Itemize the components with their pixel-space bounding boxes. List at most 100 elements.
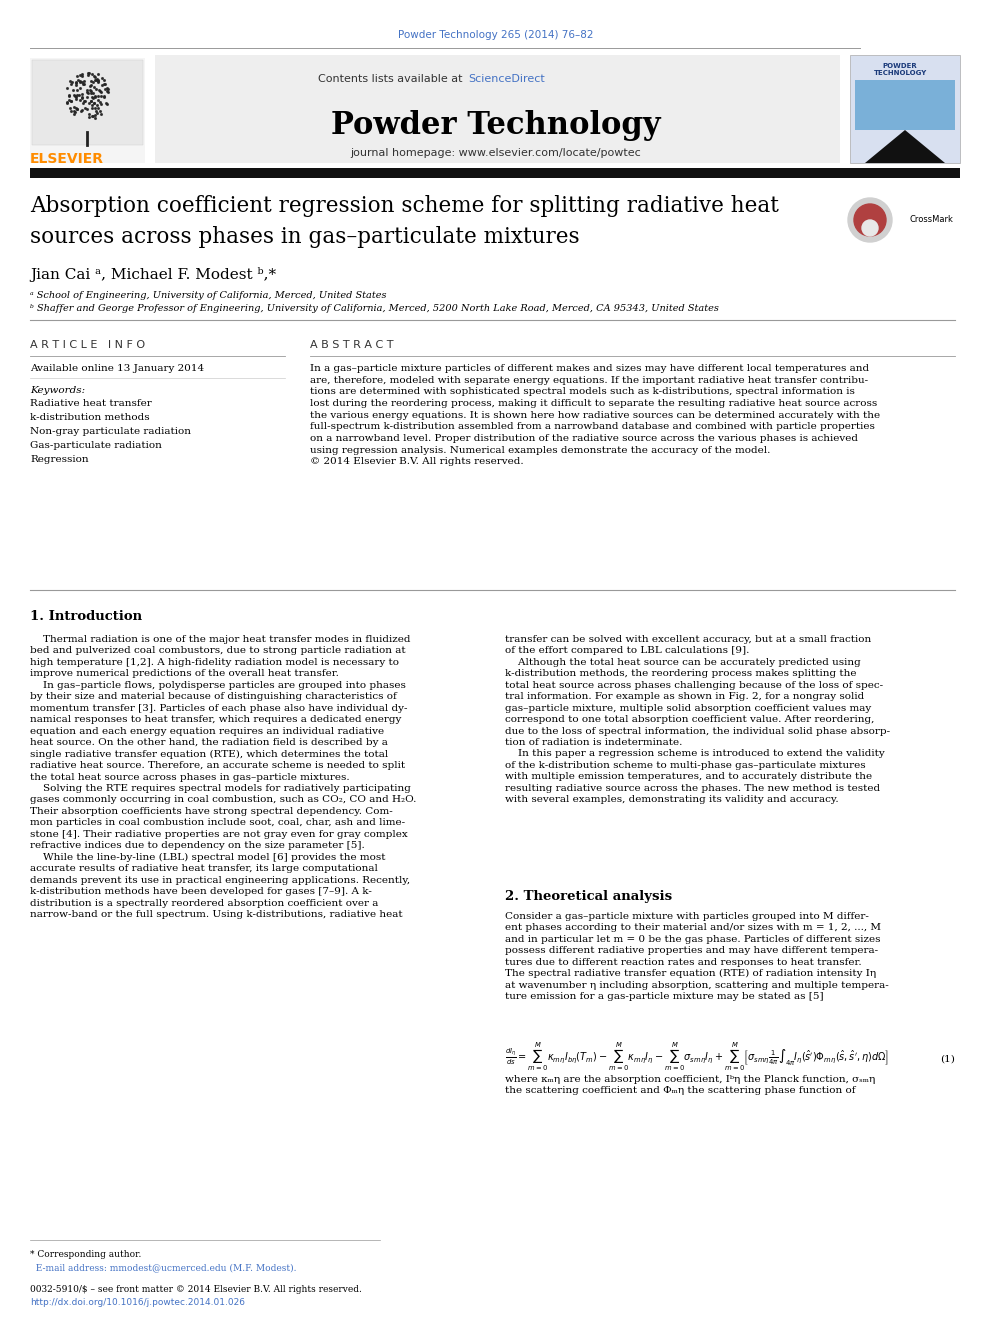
Point [86,93,102,114]
Point [76,70,92,91]
Text: * Corresponding author.: * Corresponding author. [30,1250,142,1259]
Point [82,79,98,101]
Point [69,69,85,90]
Point [74,83,90,105]
Point [89,69,105,90]
Text: ScienceDirect: ScienceDirect [468,74,545,83]
Point [64,79,80,101]
Text: 1. Introduction: 1. Introduction [30,610,142,623]
Bar [30,168,960,179]
Point [96,74,112,95]
Point [88,79,104,101]
Point [68,98,84,119]
Point [68,73,84,94]
Point [65,103,81,124]
Text: Consider a gas–particle mixture with particles grouped into M differ-
ent phases: Consider a gas–particle mixture with par… [505,912,889,1002]
Text: 0032-5910/$ – see front matter © 2014 Elsevier B.V. All rights reserved.: 0032-5910/$ – see front matter © 2014 El… [30,1285,362,1294]
Point [87,69,103,90]
Point [72,71,88,93]
Text: 2. Theoretical analysis: 2. Theoretical analysis [505,890,673,904]
Point [81,93,97,114]
Point [87,87,103,108]
Point [89,90,105,111]
Point [77,98,93,119]
Text: CrossMark: CrossMark [910,216,954,224]
Point [68,87,84,108]
Text: A R T I C L E   I N F O: A R T I C L E I N F O [30,340,145,351]
Point [66,97,82,118]
Point [79,82,95,103]
Point [93,94,109,115]
Point [99,78,115,99]
Circle shape [862,220,878,235]
Point [74,99,90,120]
Point [96,70,112,91]
Point [86,93,102,114]
Text: Absorption coefficient regression scheme for splitting radiative heat
sources ac: Absorption coefficient regression scheme… [30,194,779,247]
Point [83,90,99,111]
Point [90,70,106,91]
Bar [850,56,960,163]
Text: http://dx.doi.org/10.1016/j.powtec.2014.01.026: http://dx.doi.org/10.1016/j.powtec.2014.… [30,1298,245,1307]
Point [79,99,95,120]
Point [72,77,88,98]
Point [90,70,106,91]
Point [68,65,84,86]
Point [68,98,84,119]
Text: journal homepage: www.elsevier.com/locate/powtec: journal homepage: www.elsevier.com/locat… [350,148,642,157]
Point [68,99,84,120]
Point [83,86,99,107]
Circle shape [848,198,892,242]
Point [89,94,105,115]
Point [74,86,90,107]
Point [100,82,116,103]
Point [84,97,100,118]
Point [80,62,96,83]
Point [60,78,75,99]
Point [68,89,84,110]
Point [87,98,103,119]
Point [96,85,112,106]
Text: Gas-particulate radiation: Gas-particulate radiation [30,441,162,450]
Point [78,86,94,107]
Point [98,93,114,114]
Circle shape [854,204,886,235]
Text: Available online 13 January 2014: Available online 13 January 2014 [30,364,204,373]
Point [84,105,100,126]
Text: Non-gray particulate radiation: Non-gray particulate radiation [30,427,191,437]
Point [81,62,97,83]
Point [81,106,97,127]
Point [83,90,99,111]
Point [83,82,99,103]
Point [81,103,97,124]
Point [65,101,81,122]
Point [83,70,99,91]
Text: In a gas–particle mixture particles of different makes and sizes may have differ: In a gas–particle mixture particles of d… [310,364,880,466]
Point [82,75,98,97]
Point [79,79,95,101]
Point [93,86,109,107]
Point [62,97,78,118]
Point [84,87,100,108]
Point [60,93,75,114]
Point [61,83,76,105]
Point [92,101,108,122]
Text: A B S T R A C T: A B S T R A C T [310,340,394,351]
Point [83,81,99,102]
Point [67,71,83,93]
Point [88,101,104,122]
Point [66,102,82,123]
Point [76,90,92,111]
Text: where κₘη are the absorption coefficient, Iᵇη the Planck function, σₛₘη
the scat: where κₘη are the absorption coefficient… [505,1076,875,1095]
Point [90,71,106,93]
Point [93,81,109,102]
Point [69,85,85,106]
Text: ᵃ School of Engineering, University of California, Merced, United States: ᵃ School of Engineering, University of C… [30,291,387,300]
Point [93,103,109,124]
Bar [155,56,840,163]
Point [62,86,77,107]
Point [73,71,89,93]
Text: Radiative heat transfer: Radiative heat transfer [30,400,152,407]
Text: Jian Cai ᵃ, Michael F. Modest ᵇ,*: Jian Cai ᵃ, Michael F. Modest ᵇ,* [30,267,276,282]
Point [90,64,106,85]
